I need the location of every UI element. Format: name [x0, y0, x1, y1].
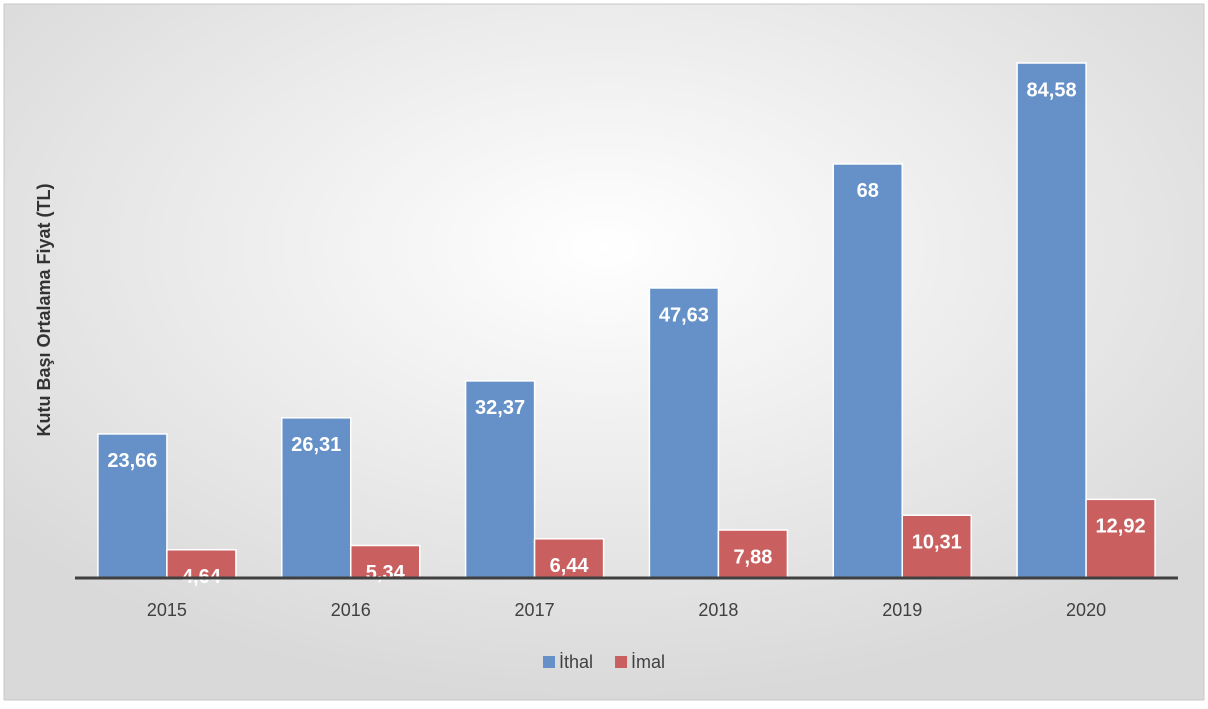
- data-label: 6,44: [550, 555, 590, 577]
- data-label: 26,31: [291, 434, 341, 456]
- x-tick-label: 2017: [515, 600, 555, 620]
- legend-label: İthal: [559, 652, 593, 672]
- y-axis-title: Kutu Başı Ortalama Fiyat (TL): [34, 183, 54, 436]
- bar: [717, 529, 789, 579]
- bar: [832, 163, 903, 579]
- bar: [901, 514, 972, 579]
- bar: [464, 380, 536, 579]
- x-tick-label: 2015: [147, 600, 187, 620]
- data-label: 68: [857, 180, 879, 202]
- x-tick-label: 2016: [331, 600, 371, 620]
- data-label: 23,66: [107, 450, 157, 472]
- x-tick-label: 2018: [698, 600, 738, 620]
- data-label: 7,88: [733, 546, 772, 568]
- legend-swatch: [543, 656, 555, 668]
- bar: [1085, 498, 1156, 579]
- chart-background: [3, 3, 1205, 701]
- data-label: 32,37: [475, 397, 525, 419]
- legend-label: İmal: [631, 652, 665, 672]
- legend-swatch: [615, 656, 628, 668]
- x-tick-label: 2020: [1066, 600, 1106, 620]
- bar: [648, 287, 720, 579]
- data-label: 5,34: [366, 562, 406, 584]
- data-label: 47,63: [659, 304, 709, 326]
- bar: [281, 417, 352, 579]
- bar: [1016, 62, 1087, 579]
- x-tick-label: 2019: [882, 600, 922, 620]
- data-label: 12,92: [1096, 516, 1146, 538]
- bar: [97, 433, 168, 579]
- data-label: 84,58: [1027, 79, 1077, 101]
- bar: [533, 538, 605, 579]
- data-label: 10,31: [912, 532, 962, 554]
